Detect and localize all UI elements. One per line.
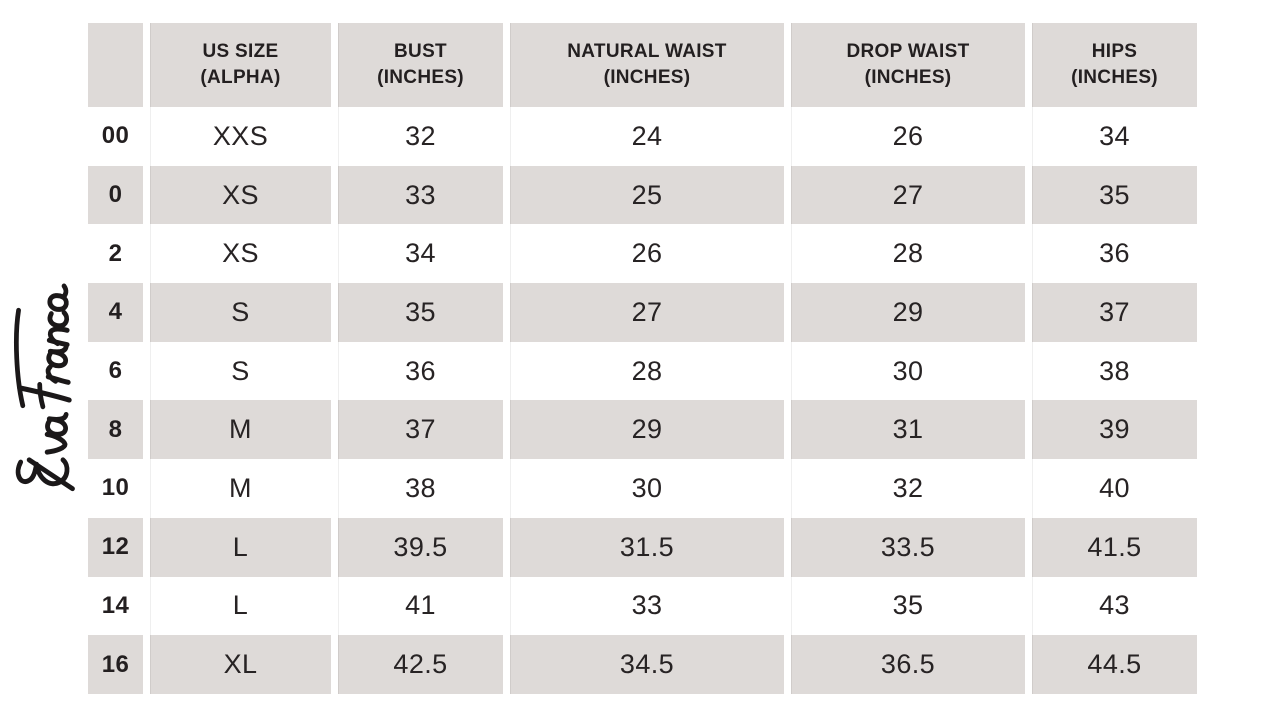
cell-hips: 43 [1025,576,1197,636]
header-bust: BUST (INCHES) [331,23,503,107]
cell-bust: 36 [331,341,503,401]
cell-natural-waist: 27 [503,283,784,342]
cell-natural-waist: 33 [503,576,784,636]
cell-natural-waist: 25 [503,165,784,225]
table-row: 00 XXS 32 24 26 34 [88,107,1197,166]
cell-drop-waist: 31 [784,400,1025,460]
cell-bust: 39.5 [331,517,503,577]
cell-alpha-size: S [143,283,331,342]
cell-bust: 42.5 [331,635,503,694]
cell-natural-waist: 30 [503,459,784,518]
table-row: 6 S 36 28 30 38 [88,341,1197,401]
table-row: 16 XL 42.5 34.5 36.5 44.5 [88,635,1197,694]
table-row: 4 S 35 27 29 37 [88,283,1197,342]
cell-us-size: 2 [108,239,123,267]
eva-franco-signature-icon [14,283,75,492]
cell-us-size: 0 [108,181,123,209]
cell-bust: 35 [331,283,503,342]
table-header-row: US SIZE (ALPHA) BUST (INCHES) NATURAL WA… [88,23,1197,107]
cell-natural-waist: 24 [503,107,784,166]
cell-hips: 39 [1025,400,1197,460]
table-row: 12 L 39.5 31.5 33.5 41.5 [88,517,1197,577]
cell-hips: 38 [1025,341,1197,401]
cell-drop-waist: 29 [784,283,1025,342]
cell-drop-waist: 30 [784,341,1025,401]
cell-natural-waist: 29 [503,400,784,460]
cell-alpha-size: M [143,400,331,460]
cell-us-size: 4 [108,298,123,326]
cell-bust: 38 [331,459,503,518]
header-drop-waist: DROP WAIST (INCHES) [784,23,1025,107]
header-corner [88,23,143,107]
table-row: 10 M 38 30 32 40 [88,459,1197,518]
cell-us-size: 10 [101,474,130,502]
cell-bust: 34 [331,224,503,284]
cell-hips: 44.5 [1025,635,1197,694]
cell-drop-waist: 28 [784,224,1025,284]
cell-hips: 35 [1025,165,1197,225]
cell-alpha-size: M [143,459,331,518]
cell-natural-waist: 31.5 [503,517,784,577]
cell-hips: 37 [1025,283,1197,342]
cell-bust: 32 [331,107,503,166]
brand-logo [8,276,82,492]
table-row: 14 L 41 33 35 43 [88,576,1197,636]
cell-hips: 36 [1025,224,1197,284]
cell-natural-waist: 28 [503,341,784,401]
cell-drop-waist: 26 [784,107,1025,166]
cell-drop-waist: 33.5 [784,517,1025,577]
cell-hips: 34 [1025,107,1197,166]
cell-us-size: 00 [101,122,130,150]
cell-drop-waist: 32 [784,459,1025,518]
cell-alpha-size: L [143,517,331,577]
cell-alpha-size: S [143,341,331,401]
cell-alpha-size: XS [143,165,331,225]
header-natural-waist: NATURAL WAIST (INCHES) [503,23,784,107]
cell-us-size: 16 [101,650,130,678]
cell-us-size: 12 [101,533,130,561]
cell-drop-waist: 35 [784,576,1025,636]
size-chart-table: US SIZE (ALPHA) BUST (INCHES) NATURAL WA… [88,23,1197,694]
cell-us-size: 14 [101,591,130,619]
cell-alpha-size: XS [143,224,331,284]
cell-us-size: 8 [108,415,123,443]
cell-bust: 37 [331,400,503,460]
header-hips: HIPS (INCHES) [1025,23,1197,107]
cell-us-size: 6 [108,357,123,385]
cell-hips: 40 [1025,459,1197,518]
cell-hips: 41.5 [1025,517,1197,577]
header-us-size-alpha: US SIZE (ALPHA) [143,23,331,107]
table-row: 0 XS 33 25 27 35 [88,165,1197,225]
cell-drop-waist: 36.5 [784,635,1025,694]
cell-alpha-size: L [143,576,331,636]
table-row: 2 XS 34 26 28 36 [88,224,1197,284]
cell-alpha-size: XXS [143,107,331,166]
cell-drop-waist: 27 [784,165,1025,225]
cell-bust: 33 [331,165,503,225]
cell-alpha-size: XL [143,635,331,694]
cell-natural-waist: 34.5 [503,635,784,694]
cell-bust: 41 [331,576,503,636]
cell-natural-waist: 26 [503,224,784,284]
table-row: 8 M 37 29 31 39 [88,400,1197,460]
